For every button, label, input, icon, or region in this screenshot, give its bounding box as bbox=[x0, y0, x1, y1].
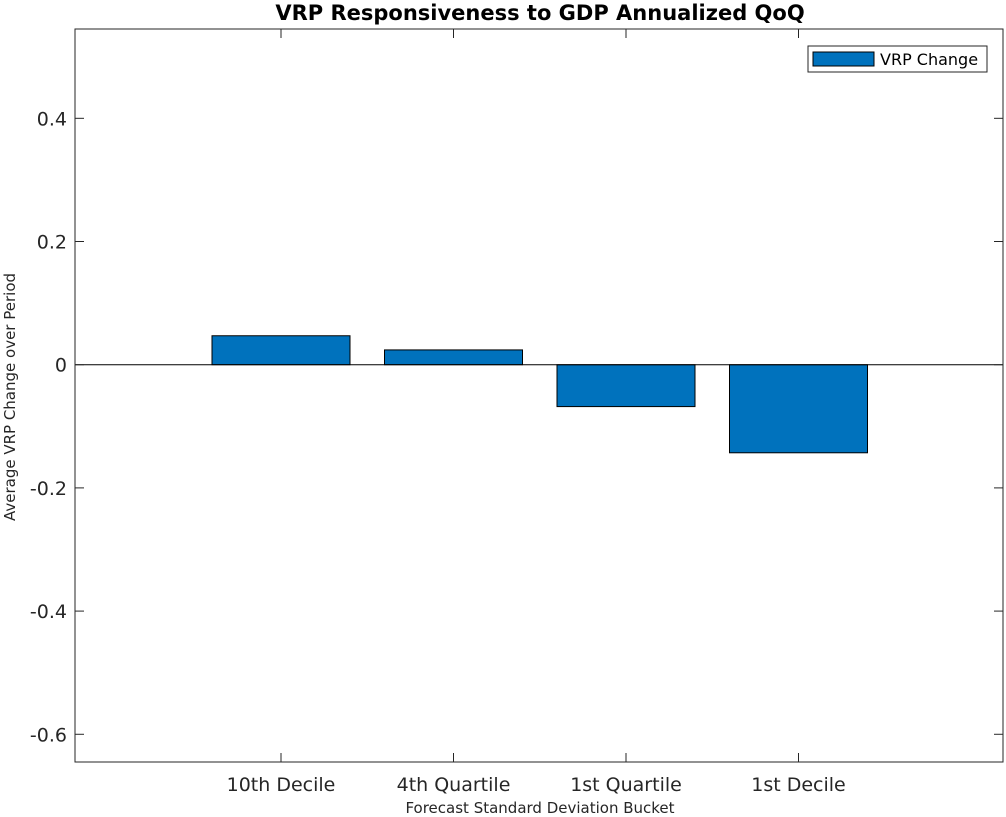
y-tick-label: 0.4 bbox=[37, 108, 67, 130]
x-axis-label: Forecast Standard Deviation Bucket bbox=[405, 799, 674, 817]
plot-area: 0.4 0.2 0 -0.2 -0.4 -0.6 10th Decile 4th Quarti… bbox=[30, 28, 1004, 796]
bar-10th-decile bbox=[211, 335, 351, 366]
y-tick-label: -0.6 bbox=[30, 724, 67, 746]
x-tick-label: 1st Quartile bbox=[570, 774, 682, 796]
legend: VRP Change bbox=[807, 45, 988, 73]
legend-swatch bbox=[812, 51, 875, 67]
y-tick-label: -0.4 bbox=[30, 601, 67, 623]
bar-1st-quartile bbox=[556, 364, 696, 408]
x-tick-label: 10th Decile bbox=[227, 774, 336, 796]
bar-1st-decile bbox=[729, 364, 868, 454]
chart-title: VRP Responsiveness to GDP Annualized QoQ bbox=[275, 1, 804, 25]
y-axis-label: Average VRP Change over Period bbox=[1, 273, 19, 521]
legend-label: VRP Change bbox=[880, 50, 978, 69]
x-tick-label: 1st Decile bbox=[751, 774, 846, 796]
y-tick-label: 0 bbox=[55, 355, 67, 377]
y-tick-label: 0.2 bbox=[37, 232, 67, 254]
x-tick-label: 4th Quartile bbox=[397, 774, 511, 796]
bar-4th-quartile bbox=[384, 349, 523, 366]
axes-box bbox=[74, 28, 1004, 763]
y-tick-label: -0.2 bbox=[30, 478, 67, 500]
